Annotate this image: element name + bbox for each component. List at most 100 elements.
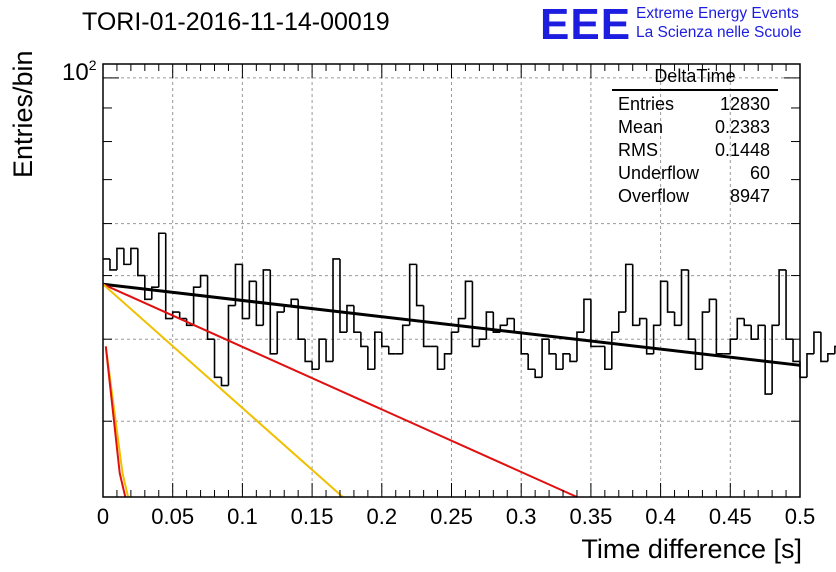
x-tick-label: 0.5 bbox=[785, 504, 816, 529]
histogram-bin bbox=[743, 318, 752, 327]
histogram-bin bbox=[617, 311, 626, 333]
stats-row-mean: Mean 0.2383 bbox=[612, 116, 778, 139]
histogram-bin bbox=[123, 248, 131, 266]
histogram-bin bbox=[624, 263, 633, 313]
histogram-bin bbox=[346, 304, 354, 333]
histogram-bin bbox=[687, 269, 696, 340]
stats-label: Overflow bbox=[618, 186, 690, 206]
histogram-bin bbox=[234, 263, 243, 306]
histogram-bin bbox=[604, 346, 612, 371]
histogram-bin bbox=[680, 269, 689, 326]
histogram-bin bbox=[401, 324, 410, 354]
histogram-bin bbox=[450, 331, 459, 354]
histogram-bin bbox=[297, 299, 306, 340]
histogram-bin bbox=[506, 317, 515, 326]
fit-line bbox=[102, 283, 578, 498]
histogram-bin bbox=[443, 353, 452, 370]
stats-value: 12830 bbox=[719, 94, 770, 114]
histogram-bin bbox=[492, 312, 501, 333]
logo-caption: Extreme Energy Events La Scienza nelle S… bbox=[636, 4, 801, 42]
histogram-bin bbox=[701, 311, 710, 370]
fit-lines bbox=[102, 282, 801, 498]
histogram-bin bbox=[555, 353, 564, 371]
histogram-bin bbox=[576, 331, 584, 362]
plot-title: TORI-01-2016-11-14-00019 bbox=[82, 8, 390, 36]
histogram-bin bbox=[116, 247, 124, 270]
x-tick-label: 0.45 bbox=[709, 504, 752, 529]
axis-ticks bbox=[102, 64, 801, 497]
histogram-bin bbox=[262, 269, 271, 326]
stats-value: 8947 bbox=[729, 186, 770, 206]
histogram-bin bbox=[415, 264, 424, 307]
histogram-bin bbox=[381, 332, 389, 348]
histogram-bin bbox=[548, 339, 557, 355]
histogram-bin bbox=[694, 339, 703, 371]
histogram-bin bbox=[457, 317, 466, 333]
histogram-bin bbox=[806, 353, 814, 378]
x-tick-label: 0.35 bbox=[569, 504, 612, 529]
histogram-bin bbox=[471, 281, 480, 348]
histogram-bin bbox=[562, 353, 570, 370]
stats-row-rms: RMS 0.1448 bbox=[612, 139, 778, 162]
histogram-bin bbox=[820, 332, 828, 363]
histogram-bin bbox=[834, 345, 836, 354]
histogram-bin bbox=[137, 248, 145, 277]
histogram-bin bbox=[144, 275, 152, 301]
stats-label: Underflow bbox=[618, 163, 700, 183]
histogram-bin bbox=[631, 264, 640, 327]
histogram-bin bbox=[792, 339, 800, 363]
logo-caption-line2: La Scienza nelle Scuole bbox=[636, 24, 802, 41]
histogram-bin bbox=[757, 324, 766, 340]
histogram-bin bbox=[150, 286, 159, 300]
x-tick-label: 0.05 bbox=[151, 504, 194, 529]
eee-logo: EEE bbox=[540, 0, 632, 49]
histogram-series bbox=[103, 232, 836, 395]
histogram-bin bbox=[569, 353, 577, 363]
histogram-bin bbox=[736, 317, 745, 340]
histogram-bin bbox=[332, 258, 340, 362]
histogram-bin bbox=[248, 280, 257, 319]
histogram-bin bbox=[520, 332, 529, 355]
histogram-bin bbox=[464, 280, 473, 319]
histogram-bin bbox=[827, 353, 835, 362]
y-tick-label: 102 bbox=[62, 57, 97, 86]
x-tick-label: 0.3 bbox=[506, 504, 537, 529]
stats-box: DeltaTime Entries 12830 Mean 0.2383 RMS 0.1… bbox=[612, 66, 778, 208]
histogram-bin bbox=[652, 324, 661, 354]
x-tick-label: 0.1 bbox=[227, 504, 258, 529]
logo-caption-line1: Extreme Energy Events bbox=[636, 5, 799, 22]
histogram-bin bbox=[715, 299, 724, 355]
x-axis-label: Time difference [s] bbox=[581, 534, 802, 564]
fit-line bbox=[102, 283, 344, 498]
histogram-bin bbox=[318, 338, 327, 370]
histogram-bin bbox=[799, 361, 807, 379]
histogram-bin bbox=[192, 286, 201, 326]
stats-title: DeltaTime bbox=[612, 66, 778, 91]
histogram-bin bbox=[645, 318, 654, 355]
histogram-bin bbox=[387, 346, 396, 355]
histogram-bin bbox=[771, 324, 780, 395]
x-tick-label: 0.2 bbox=[367, 504, 398, 529]
histogram-bin bbox=[478, 338, 487, 347]
histogram-bin bbox=[638, 317, 647, 326]
x-tick-label: 0 bbox=[97, 504, 109, 529]
x-tick-labels: 0 0.05 0.1 0.15 0.2 0.25 0.3 0.35 0.4 0.45 0.5 bbox=[97, 504, 815, 529]
fit-line bbox=[102, 282, 801, 367]
stats-label: Mean bbox=[618, 117, 664, 137]
histogram-bin bbox=[130, 247, 138, 265]
histogram-bin bbox=[764, 325, 773, 395]
histogram-bin bbox=[708, 298, 717, 313]
histogram-bin bbox=[583, 298, 591, 333]
histogram-bin bbox=[367, 346, 375, 371]
histogram-bin bbox=[785, 269, 794, 340]
histogram-bin bbox=[304, 339, 313, 363]
histogram-bin bbox=[611, 331, 619, 370]
histogram-bin bbox=[374, 331, 382, 370]
histogram-bin bbox=[220, 377, 229, 387]
stats-value: 0.2383 bbox=[714, 117, 770, 137]
histogram-bin bbox=[408, 263, 417, 326]
histogram-bin bbox=[666, 281, 675, 313]
histogram-bin bbox=[527, 353, 536, 371]
x-tick-label: 0.4 bbox=[645, 504, 676, 529]
